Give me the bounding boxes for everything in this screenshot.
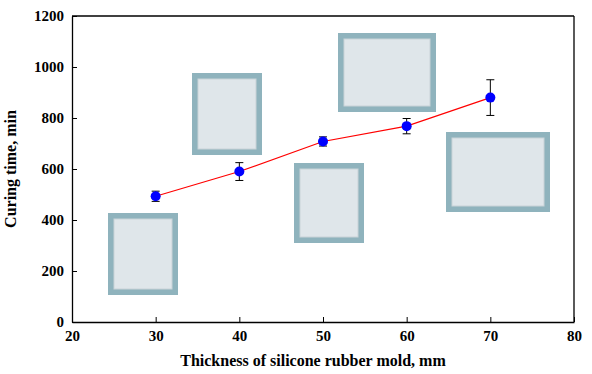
tick-mark bbox=[323, 317, 324, 322]
axis-line bbox=[73, 322, 575, 323]
tick-mark bbox=[72, 220, 77, 221]
x-axis: 20 30 40 50 60 70 80 bbox=[65, 317, 582, 344]
tick-mark bbox=[490, 317, 491, 322]
photo-block bbox=[452, 138, 544, 206]
tick-label: 200 bbox=[42, 263, 65, 279]
tick-label: 70 bbox=[483, 328, 498, 344]
point bbox=[234, 167, 244, 177]
photo-block bbox=[198, 79, 256, 149]
photo bbox=[338, 33, 436, 112]
error-bar bbox=[319, 137, 327, 146]
photo bbox=[108, 213, 178, 295]
error-cap bbox=[486, 115, 494, 116]
tick: 30 bbox=[149, 317, 164, 344]
tick-mark bbox=[72, 118, 77, 119]
chart: 20304050607080020040060080010001200Thick… bbox=[0, 0, 592, 374]
tick: 40 bbox=[232, 317, 247, 344]
photo bbox=[192, 73, 262, 155]
photo-block bbox=[300, 169, 358, 237]
error-cap bbox=[486, 79, 494, 80]
error-bar bbox=[486, 80, 494, 116]
error-cap bbox=[235, 162, 243, 163]
tick: 800 bbox=[42, 110, 78, 126]
x-axis-title: Thickness of silicone rubber mold, mm bbox=[180, 352, 446, 369]
tick: 1200 bbox=[34, 8, 77, 24]
point bbox=[151, 191, 161, 201]
frame bbox=[72, 15, 574, 16]
photo-block bbox=[114, 219, 172, 289]
tick-label: 600 bbox=[42, 161, 65, 177]
line bbox=[156, 98, 491, 197]
tick-label: 20 bbox=[65, 328, 80, 344]
error-cap bbox=[403, 118, 411, 119]
tick-mark bbox=[72, 169, 77, 170]
tick-mark bbox=[72, 271, 77, 272]
tick-mark bbox=[156, 317, 157, 322]
tick: 1000 bbox=[34, 59, 77, 75]
tick: 600 bbox=[42, 161, 78, 177]
point bbox=[318, 136, 328, 146]
point bbox=[485, 93, 495, 103]
tick: 50 bbox=[316, 317, 331, 344]
error-cap bbox=[403, 133, 411, 134]
error-bar bbox=[403, 119, 411, 134]
tick-label: 50 bbox=[316, 328, 331, 344]
point bbox=[402, 121, 412, 131]
plot: 20304050607080020040060080010001200 bbox=[34, 8, 582, 343]
tick-mark bbox=[72, 322, 77, 323]
error-bar bbox=[152, 191, 160, 201]
photos bbox=[108, 33, 550, 295]
tick-label: 0 bbox=[57, 314, 65, 330]
tick-mark bbox=[72, 67, 77, 68]
error-bar bbox=[235, 163, 243, 181]
tick-label: 1200 bbox=[34, 8, 64, 24]
photo-block bbox=[344, 39, 430, 106]
tick-label: 400 bbox=[42, 212, 65, 228]
tick: 400 bbox=[42, 212, 78, 228]
tick-mark bbox=[407, 317, 408, 322]
frame bbox=[573, 16, 574, 322]
tick-label: 30 bbox=[149, 328, 164, 344]
tick: 200 bbox=[42, 263, 78, 279]
tick-label: 80 bbox=[567, 328, 582, 344]
tick: 0 bbox=[57, 314, 78, 330]
photo bbox=[446, 132, 550, 212]
y-axis: 0 200 400 600 800 1000 1200 bbox=[34, 8, 77, 330]
tick-label: 60 bbox=[400, 328, 415, 344]
tick-mark bbox=[239, 317, 240, 322]
tick-label: 40 bbox=[232, 328, 247, 344]
photo bbox=[294, 163, 364, 243]
y-axis-title: Curing time, min bbox=[2, 110, 20, 228]
tick: 70 bbox=[483, 317, 498, 344]
error-cap bbox=[235, 180, 243, 181]
tick-label: 800 bbox=[42, 110, 65, 126]
tick: 60 bbox=[400, 317, 415, 344]
tick-label: 1000 bbox=[34, 59, 64, 75]
data bbox=[151, 80, 496, 202]
